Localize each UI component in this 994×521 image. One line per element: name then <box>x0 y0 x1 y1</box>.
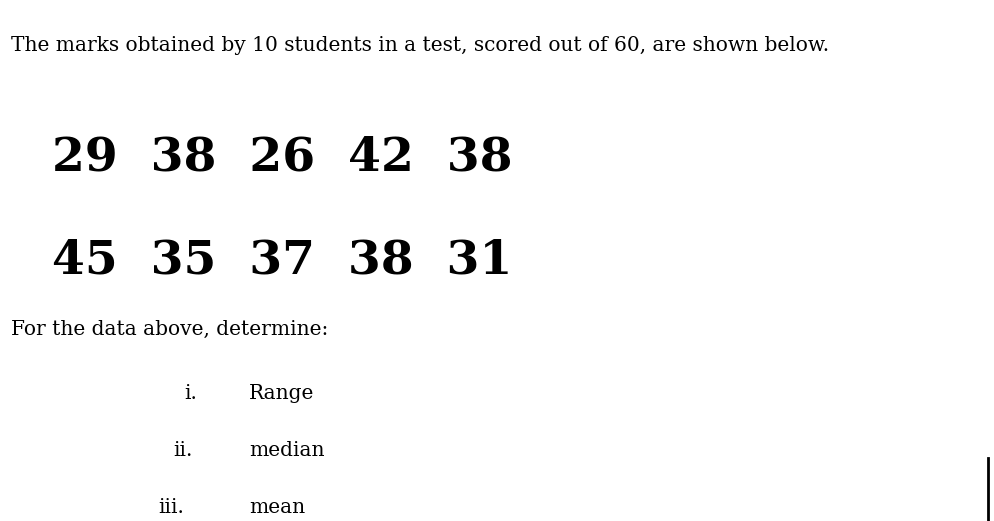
Text: The marks obtained by 10 students in a test, scored out of 60, are shown below.: The marks obtained by 10 students in a t… <box>11 36 829 55</box>
Text: 29  38  26  42  38: 29 38 26 42 38 <box>52 134 512 180</box>
Text: 45  35  37  38  31: 45 35 37 38 31 <box>52 238 512 283</box>
Text: Range: Range <box>248 384 314 403</box>
Text: For the data above, determine:: For the data above, determine: <box>11 320 328 339</box>
Text: iii.: iii. <box>158 498 184 517</box>
Text: ii.: ii. <box>173 441 192 460</box>
Text: mean: mean <box>248 498 304 517</box>
Text: i.: i. <box>184 384 197 403</box>
Text: median: median <box>248 441 324 460</box>
